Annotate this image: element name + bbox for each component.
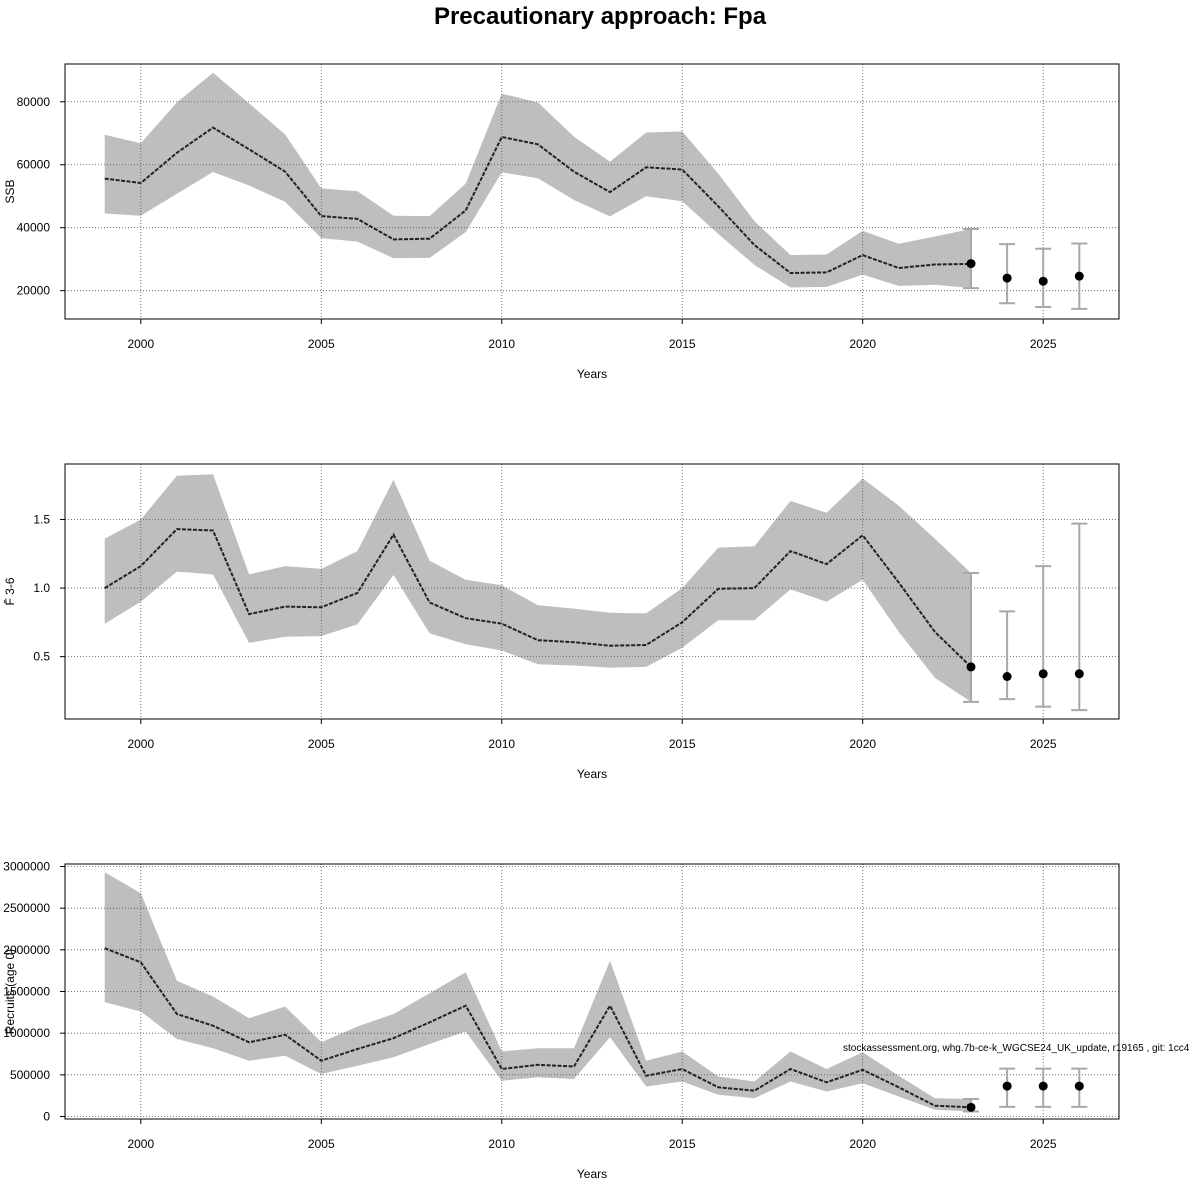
y-tick-label: 20000 [17,284,51,298]
last-year-point [966,259,976,269]
chart-panel-3: 2000 2005 2010 2015 2020 2025 0 500000 1000000 15… [3,860,1120,1181]
forecast-point [1038,276,1048,286]
x-tick-label: 2015 [669,737,696,751]
plot-frame [64,63,1120,320]
x-axis-label: Years [577,1167,607,1181]
x-tick-label: 2010 [488,337,515,351]
forecast-point [1074,669,1084,679]
x-tick-label: 2000 [127,1137,154,1151]
y-axis-label: Recruits (age 0) [3,949,17,1034]
y-axis-label: SSB [3,179,17,203]
x-tick-label: 2015 [669,1137,696,1151]
y-axis-label: F̄ 3-6 [3,577,17,605]
chart-panel-2: 2000 2005 2010 2015 2020 2025 0.5 1.0 1.5 Years F̄… [3,463,1120,781]
forecast-point [1002,273,1012,283]
forecast-point [1038,1081,1048,1091]
y-tick-label: 40000 [17,221,51,235]
forecast-point [1038,669,1048,679]
x-tick-label: 2010 [488,1137,515,1151]
plot-frame [64,463,1120,720]
y-tick-label: 3000000 [3,860,50,874]
x-tick-label: 2005 [308,337,335,351]
forecast-point [1074,1081,1084,1091]
forecast-point [1002,1081,1012,1091]
y-tick-label: 1.0 [33,581,50,595]
y-tick-label: 0.5 [33,650,50,664]
x-tick-label: 2020 [849,737,876,751]
x-tick-label: 2025 [1030,1137,1057,1151]
y-tick-label: 0 [43,1110,50,1124]
y-tick-label: 2000000 [3,943,50,957]
footer-note: stockassessment.org, whg.7b-ce-k_WGCSE24… [843,1043,1190,1054]
y-tick-label: 80000 [17,95,51,109]
x-tick-label: 2025 [1030,737,1057,751]
x-axis-label: Years [577,367,607,381]
x-tick-label: 2000 [127,737,154,751]
last-year-point [966,1102,976,1112]
x-tick-label: 2000 [127,337,154,351]
y-tick-label: 2500000 [3,901,50,915]
estimate-line [104,947,972,1109]
x-tick-label: 2020 [849,1137,876,1151]
confidence-band [104,872,971,1112]
x-tick-label: 2005 [308,1137,335,1151]
y-tick-label: 1000000 [3,1026,50,1040]
y-tick-label: 1500000 [3,985,50,999]
estimate-line [104,528,972,668]
last-year-point [966,662,976,672]
x-axis-label: Years [577,767,607,781]
forecast-point [1002,672,1012,681]
y-tick-label: 60000 [17,158,51,172]
y-tick-label: 500000 [10,1068,50,1082]
confidence-band [104,72,971,289]
page-title: Precautionary approach: Fpa [434,3,767,30]
estimate-line [104,126,972,275]
y-tick-label: 1.5 [33,513,50,527]
x-tick-label: 2015 [669,337,696,351]
chart-panel-1: 2000 2005 2010 2015 2020 2025 20000 40000 60000 8… [3,63,1120,381]
forecast-point [1074,271,1084,281]
x-tick-label: 2020 [849,337,876,351]
x-tick-label: 2025 [1030,337,1057,351]
x-tick-label: 2005 [308,737,335,751]
x-tick-label: 2010 [488,737,515,751]
